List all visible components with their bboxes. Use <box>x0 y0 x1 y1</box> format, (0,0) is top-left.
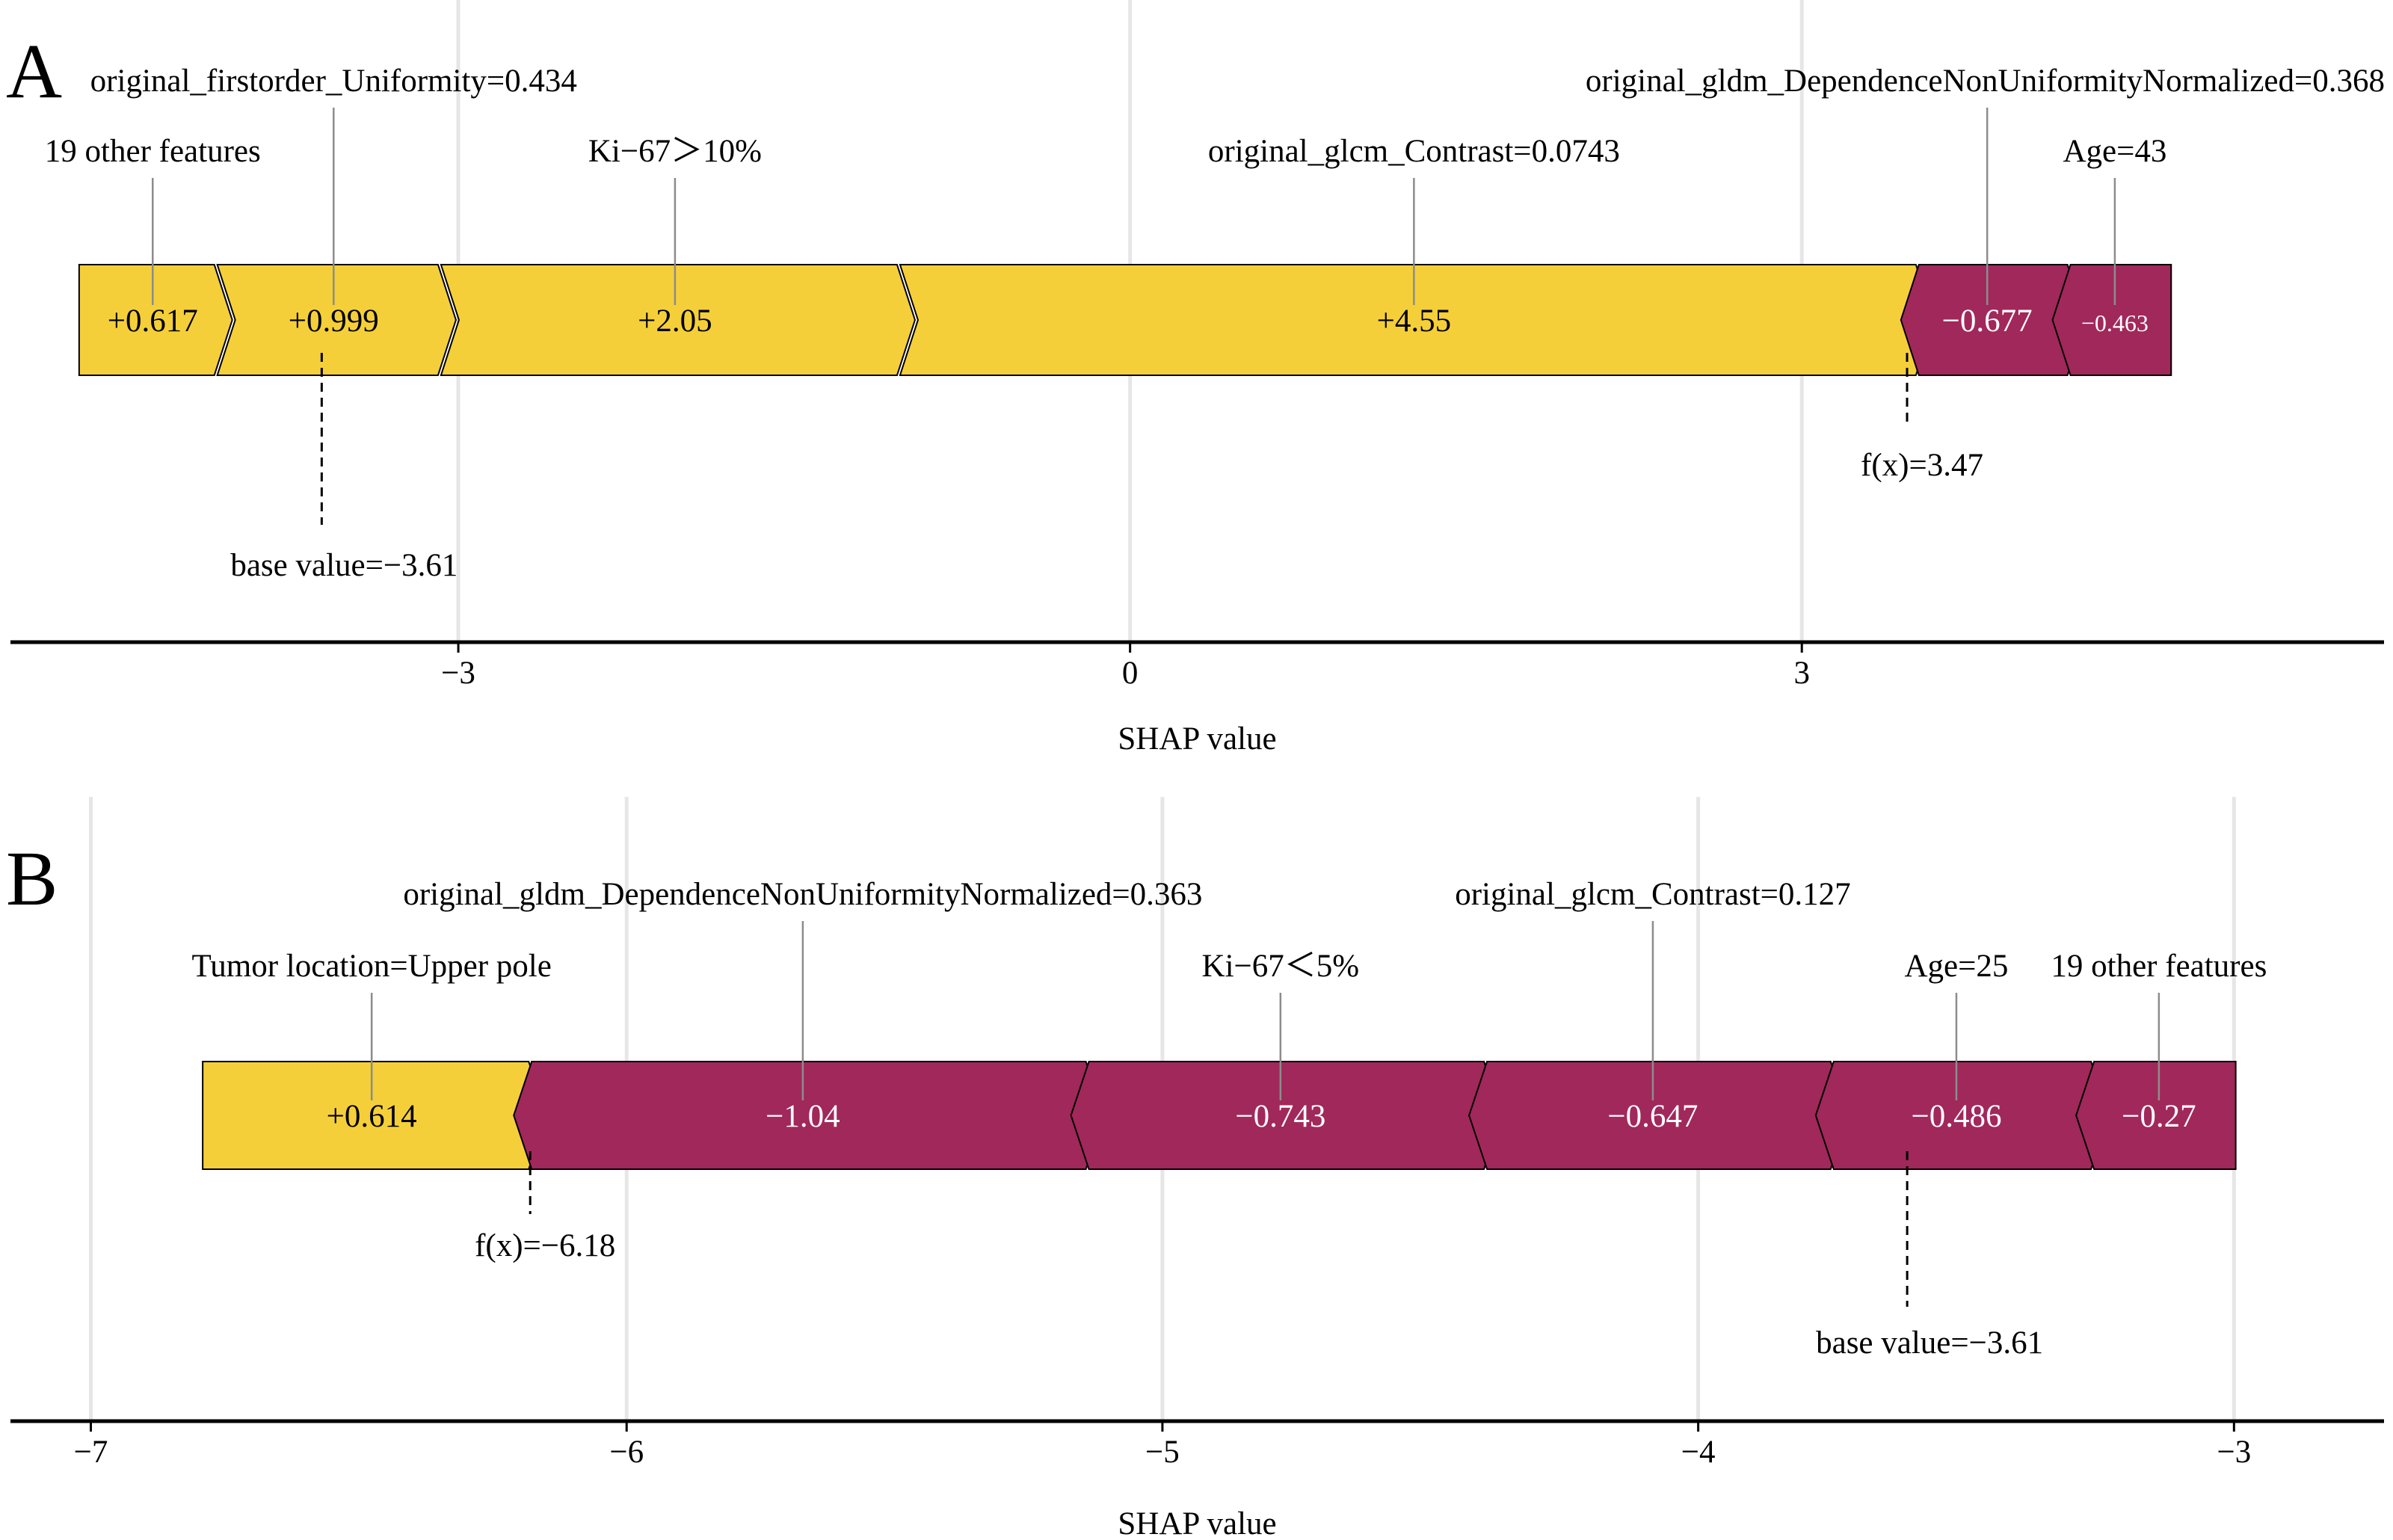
segment-a-5 <box>2051 264 2172 376</box>
feature-label-b-1: original_gldm_DependenceNonUniformityNor… <box>403 877 1202 912</box>
tick-label-a-0: −3 <box>441 656 475 691</box>
feature-label-a-4: original_gldm_DependenceNonUniformityNor… <box>1586 64 2385 99</box>
segment-value-b-1: −1.04 <box>766 1099 840 1134</box>
segment-value-a-4: −0.677 <box>1942 304 2033 339</box>
segment-value-b-2: −0.743 <box>1235 1099 1325 1134</box>
segment-value-a-2: +2.05 <box>638 304 712 339</box>
segment-value-a-3: +4.55 <box>1377 304 1452 339</box>
base-value-label-a: base value=−3.61 <box>230 548 458 583</box>
segment-value-b-0: +0.614 <box>327 1099 417 1134</box>
segment-value-b-4: −0.486 <box>1911 1099 2001 1134</box>
panel-letter-a: A <box>6 28 62 114</box>
tick-label-a-2: 3 <box>1793 656 1810 691</box>
segment-b-5 <box>2075 1061 2237 1170</box>
feature-label-b-0: Tumor location=Upper pole <box>192 949 552 984</box>
base-value-label-b: base value=−3.61 <box>1816 1325 2043 1361</box>
tick-label-b-1: −6 <box>609 1435 644 1470</box>
fx-label-a: f(x)=3.47 <box>1861 448 1983 483</box>
segment-value-a-0: +0.617 <box>108 304 198 339</box>
panel-letter-b: B <box>6 836 58 922</box>
x-axis-title-a: SHAP value <box>1118 721 1276 757</box>
tick-label-b-3: −4 <box>1681 1435 1716 1470</box>
feature-label-a-1: original_firstorder_Uniformity=0.434 <box>90 64 577 99</box>
feature-label-a-3: original_glcm_Contrast=0.0743 <box>1208 134 1620 169</box>
feature-label-b-4: Age=25 <box>1905 949 2009 984</box>
segment-value-a-5: −0.463 <box>2081 309 2149 336</box>
feature-label-b-5: 19 other features <box>2051 949 2267 984</box>
x-axis-title-b: SHAP value <box>1118 1506 1276 1540</box>
segment-a-0 <box>78 264 233 376</box>
segment-value-b-3: −0.647 <box>1607 1099 1698 1134</box>
feature-label-b-2: Ki−67＜5% <box>1202 949 1360 984</box>
tick-label-b-4: −3 <box>2217 1435 2251 1470</box>
fx-label-b: f(x)=−6.18 <box>475 1228 615 1263</box>
segment-a-1 <box>216 264 457 376</box>
feature-label-b-3: original_glcm_Contrast=0.127 <box>1455 877 1850 912</box>
segment-a-2 <box>440 264 916 376</box>
feature-label-a-2: Ki−67＞10% <box>588 134 762 169</box>
segment-b-0 <box>202 1061 548 1170</box>
feature-label-a-0: 19 other features <box>45 134 261 169</box>
panel-a: A +0.617 19 other features +0.999 original_f… <box>6 0 2385 757</box>
tick-label-b-2: −5 <box>1145 1435 1180 1470</box>
segment-a-4 <box>1900 264 2086 376</box>
segment-b-3 <box>1468 1061 1850 1170</box>
segment-value-a-1: +0.999 <box>289 304 379 339</box>
panel-b: B +0.614 Tumor location=Upper pole −1.04 ori… <box>6 797 2384 1540</box>
segment-b-4 <box>1814 1061 2110 1170</box>
tick-label-b-0: −7 <box>74 1435 108 1470</box>
segment-b-2 <box>1070 1061 1503 1170</box>
segment-b-1 <box>513 1061 1105 1170</box>
tick-label-a-1: 0 <box>1122 656 1139 691</box>
segment-a-3 <box>899 264 1935 376</box>
feature-label-a-5: Age=43 <box>2063 134 2166 169</box>
segment-value-b-5: −0.27 <box>2122 1099 2196 1134</box>
